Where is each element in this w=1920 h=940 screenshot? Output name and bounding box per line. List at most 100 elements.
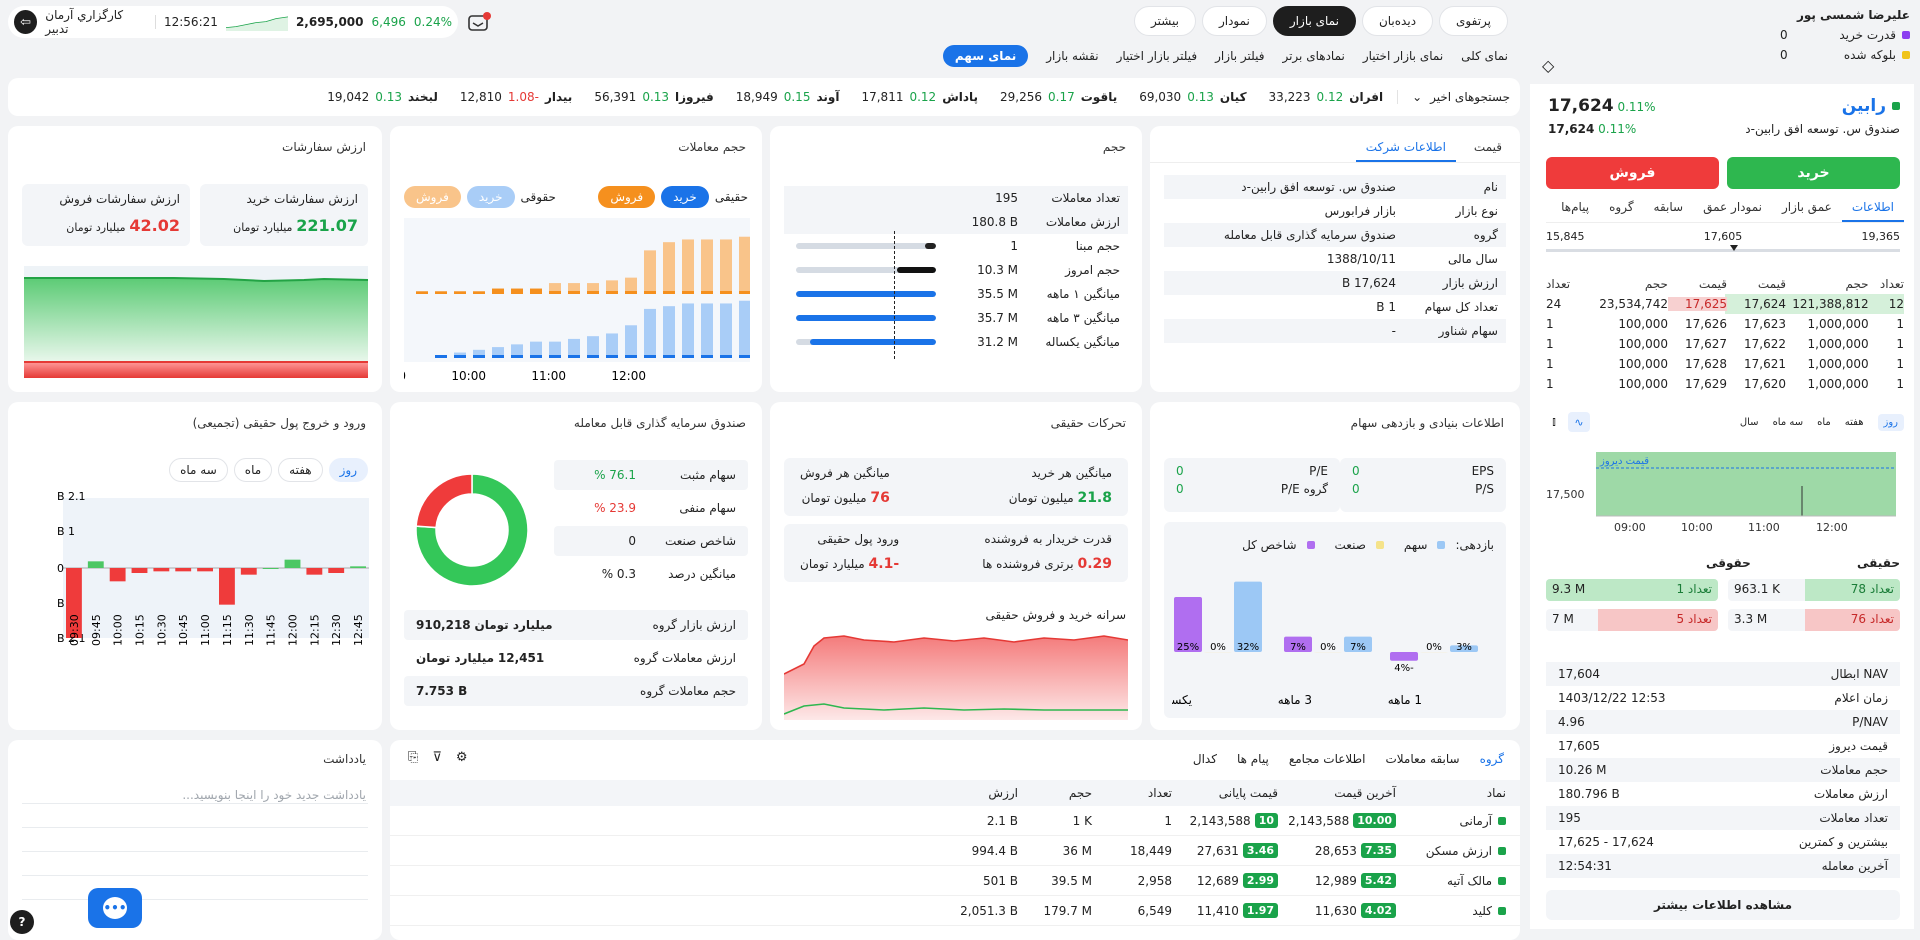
flow-x-tick: 11:30 bbox=[243, 614, 256, 646]
flow-period-3month[interactable]: سه ماه bbox=[169, 458, 228, 482]
sell-volume-bar bbox=[473, 291, 485, 294]
tab-group[interactable]: گروه bbox=[1599, 194, 1643, 222]
sell-volume-bar bbox=[720, 239, 732, 294]
recent-dropdown[interactable]: جستجوهای اخیر ⌄ bbox=[1397, 90, 1510, 104]
candle-chart-icon[interactable]: ⫾ bbox=[1546, 412, 1562, 432]
subtab-market-filter[interactable]: فیلتر بازار bbox=[1215, 49, 1264, 63]
legal-sell-toggle[interactable]: فروش bbox=[404, 186, 461, 208]
return-label: 7% bbox=[1290, 642, 1306, 653]
buy-volume-bar-base bbox=[492, 355, 504, 358]
area-chart-icon[interactable]: ∿ bbox=[1568, 412, 1590, 432]
period-month[interactable]: ماه bbox=[1817, 417, 1831, 428]
tab-info[interactable]: اطلاعات bbox=[1842, 194, 1904, 222]
buy-volume-bar-base bbox=[435, 355, 447, 358]
notes-input[interactable]: یادداشت جدید خود را اینجا بنویسید... bbox=[22, 780, 368, 920]
tab-price[interactable]: قیمت bbox=[1464, 134, 1512, 162]
flow-period-week[interactable]: هفته bbox=[278, 458, 322, 482]
subtab-option-market[interactable]: نمای بازار اختیار bbox=[1363, 49, 1443, 63]
buy-button[interactable]: خرید bbox=[1727, 157, 1900, 189]
help-icon[interactable]: ? bbox=[10, 910, 34, 934]
tab-watchlist[interactable]: دیده‌بان bbox=[1362, 6, 1433, 36]
tab-messages[interactable]: پیام ها bbox=[1237, 752, 1269, 766]
settings-icon[interactable]: ⚙ bbox=[456, 750, 468, 765]
chat-icon[interactable]: ••• bbox=[88, 888, 142, 928]
tab-codal[interactable]: کدال bbox=[1193, 752, 1217, 766]
order-book-cell: 1,000,000 bbox=[1786, 317, 1869, 331]
avg-buy-label: میانگین هر خرید bbox=[1009, 466, 1112, 480]
recent-item-name: پاداش bbox=[942, 90, 978, 104]
tab-trade-history[interactable]: سابقه معاملات bbox=[1385, 752, 1459, 766]
tab-chart[interactable]: نمودار bbox=[1202, 6, 1267, 36]
nav-value: 17,625 - 17,624 bbox=[1558, 835, 1654, 849]
flow-period-month[interactable]: ماه bbox=[234, 458, 272, 482]
subtab-overview[interactable]: نمای کلی bbox=[1461, 49, 1508, 63]
tab-group[interactable]: گروه bbox=[1480, 752, 1504, 766]
sell-volume-bar bbox=[644, 250, 656, 294]
legal-buy-toggle[interactable]: خرید bbox=[467, 186, 515, 208]
flow-period-day[interactable]: روز bbox=[329, 458, 368, 482]
logout-icon[interactable]: ⇦ bbox=[14, 10, 37, 34]
filter-icon[interactable]: ⊽ bbox=[432, 750, 442, 765]
tab-meetings[interactable]: اطلاعات مجامع bbox=[1289, 752, 1366, 766]
subtab-top-symbols[interactable]: نمادهای برتر bbox=[1282, 49, 1344, 63]
tab-more[interactable]: بیشتر bbox=[1134, 6, 1196, 36]
avg-pct-label: میانگین درصد bbox=[668, 567, 736, 581]
tab-portfolio[interactable]: پرتفوی bbox=[1439, 6, 1508, 36]
real-sell-toggle[interactable]: فروش bbox=[598, 186, 655, 208]
fundamental-title: اطلاعات بنیادی و بازدهی سهام bbox=[1351, 416, 1504, 430]
period-3month[interactable]: سه ماه bbox=[1773, 417, 1804, 428]
tab-depth[interactable]: عمق بازار bbox=[1772, 194, 1842, 222]
sell-button[interactable]: فروش bbox=[1546, 157, 1719, 189]
subtab-symbol-view[interactable]: نمای سهم bbox=[943, 45, 1028, 67]
order-book-cell: 17,626 bbox=[1668, 317, 1727, 331]
group-val-value: 12,451 bbox=[498, 651, 544, 665]
last-price: 11,630 bbox=[1315, 904, 1357, 918]
volume-label: میانگین یکساله bbox=[1018, 335, 1128, 349]
real-buy-toggle[interactable]: خرید bbox=[661, 186, 709, 208]
more-info-button[interactable]: مشاهده اطلاعات بیشتر bbox=[1546, 890, 1900, 920]
tab-market-view[interactable]: نمای بازار bbox=[1273, 6, 1356, 36]
diamond-icon[interactable]: ◇ bbox=[1542, 56, 1554, 75]
period-year[interactable]: سال bbox=[1740, 417, 1759, 428]
subtab-market-map[interactable]: نقشه بازار bbox=[1046, 49, 1098, 63]
subtab-option-filter[interactable]: فیلتر بازار اختیار bbox=[1117, 49, 1198, 63]
buy-real-count: تعداد 78 bbox=[1805, 579, 1900, 601]
period-week[interactable]: هفته bbox=[1845, 417, 1864, 428]
tab-messages[interactable]: پیام‌ها bbox=[1551, 194, 1599, 222]
tab-history[interactable]: سابقه bbox=[1644, 194, 1694, 222]
period-day[interactable]: روز bbox=[1878, 414, 1905, 431]
tab-depth-chart[interactable]: نمودار عمق bbox=[1693, 194, 1772, 222]
group-val-unit: میلیارد تومان bbox=[416, 651, 494, 665]
flow-x-tick: 11:45 bbox=[265, 614, 278, 646]
excel-export-icon[interactable]: ⎘ bbox=[408, 750, 418, 765]
message-icon[interactable] bbox=[466, 10, 492, 34]
tab-company-info[interactable]: اطلاعات شرکت bbox=[1356, 134, 1456, 162]
buy-volume-bar-base bbox=[587, 355, 599, 358]
mini-x-tick-2: 11:00 bbox=[1748, 521, 1780, 534]
company-label: ارزش بازار bbox=[1396, 276, 1506, 290]
